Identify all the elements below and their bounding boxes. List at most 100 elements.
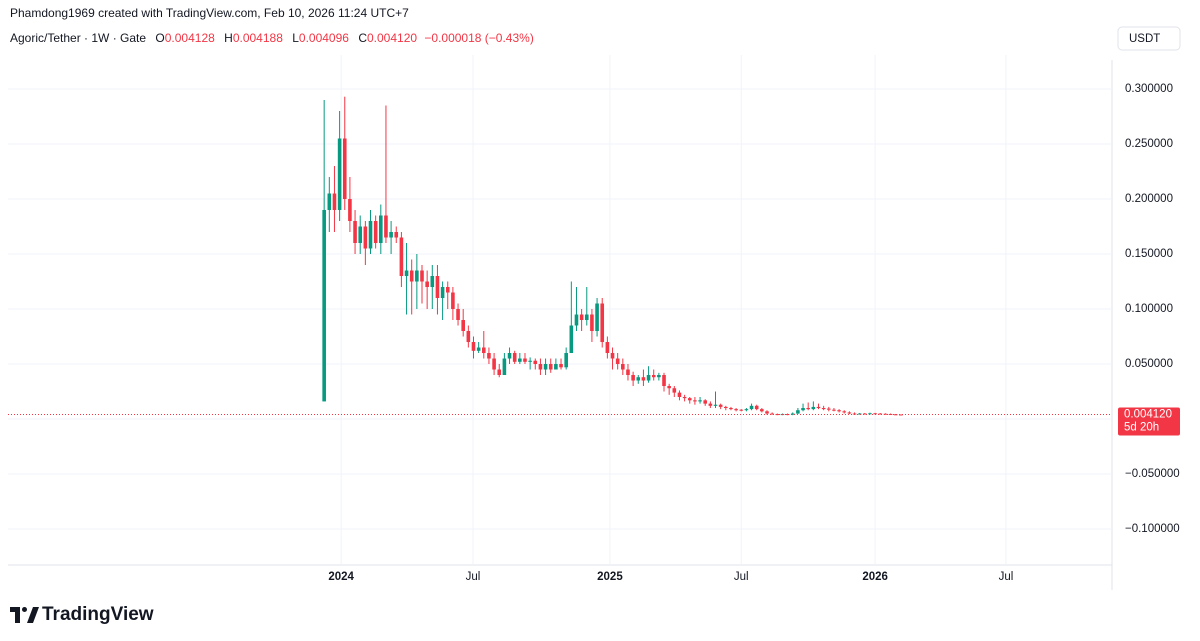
candle-body — [878, 413, 883, 415]
candle-body — [847, 412, 852, 414]
candle-body — [461, 320, 465, 332]
candle-body — [564, 353, 568, 368]
candle-body — [806, 408, 810, 410]
candle-body — [533, 360, 538, 365]
candle-body — [775, 414, 780, 416]
candle-body — [574, 314, 579, 326]
logo-text: TradingView — [42, 604, 154, 625]
candle-body — [502, 358, 507, 376]
candle-body — [379, 215, 383, 244]
high-value: 0.004188 — [232, 31, 283, 45]
candle-body — [471, 342, 476, 351]
candle-body — [528, 360, 532, 362]
candle-body — [724, 406, 728, 409]
credit: Phamdong1969 created with TradingView.co… — [10, 6, 409, 20]
x-tick-label: Jul — [466, 571, 481, 583]
candle-body — [425, 281, 429, 288]
y-tick-label: 0.050000 — [1125, 358, 1173, 370]
candle-body — [770, 413, 774, 415]
candle-body — [646, 375, 651, 381]
candle-body — [492, 358, 496, 370]
candle-body — [749, 405, 754, 410]
candle-body — [826, 408, 831, 410]
candle-body — [677, 392, 682, 398]
candle-body — [651, 375, 656, 378]
candle-body — [394, 232, 399, 238]
candle-body — [409, 270, 414, 282]
candle-body — [739, 409, 744, 411]
candle-body — [801, 408, 805, 411]
candle-body — [384, 215, 388, 238]
candle-body — [466, 331, 471, 343]
candle-body — [373, 221, 378, 244]
candle-body — [626, 369, 630, 376]
candle-body — [579, 314, 584, 321]
candle-body — [868, 413, 872, 415]
open-label: O — [155, 31, 165, 45]
countdown: 5d 20h — [1124, 422, 1159, 434]
currency-label[interactable]: USDT — [1129, 33, 1160, 45]
y-tick-label: 0.200000 — [1125, 193, 1173, 205]
candle-body — [636, 377, 641, 381]
candle-body — [518, 358, 522, 362]
candle-body — [718, 404, 723, 407]
candle-body — [584, 314, 589, 321]
currency-box[interactable] — [1117, 26, 1181, 51]
candle-body — [435, 276, 440, 299]
candle-body — [883, 413, 888, 415]
candle-body — [790, 413, 795, 415]
candle-body — [610, 353, 615, 359]
candle-body — [389, 232, 393, 238]
candle-body — [322, 210, 326, 402]
candle-body — [476, 347, 481, 351]
candle-body — [698, 400, 702, 402]
candle-body — [342, 138, 347, 200]
price-tag — [1118, 407, 1180, 436]
candle-body — [569, 325, 574, 354]
logo: TradingView — [10, 604, 154, 625]
candle-body — [713, 404, 718, 406]
close-value: 0.004120 — [366, 31, 418, 45]
candle-body — [404, 270, 409, 277]
candle-body — [363, 226, 368, 249]
candle-body — [832, 409, 836, 411]
candle-body — [657, 375, 661, 378]
candle-body — [842, 411, 847, 413]
candle-body — [873, 413, 877, 415]
x-tick-label: 2024 — [328, 571, 354, 583]
high-label: H — [224, 31, 233, 45]
candle-body — [507, 353, 512, 359]
candle-body — [559, 364, 563, 368]
candle-body — [481, 347, 486, 354]
candle-body — [744, 409, 749, 411]
candle-body — [440, 287, 445, 299]
candle-body — [703, 400, 708, 404]
candle-body — [399, 237, 404, 277]
candle-body — [816, 406, 821, 409]
candle-body — [348, 199, 352, 222]
candle-body — [600, 303, 605, 343]
candle-body — [811, 406, 816, 410]
candle-body — [631, 375, 635, 381]
candle-body — [621, 364, 625, 370]
change: −0.000018 (−0.43%) — [424, 31, 534, 45]
candle-body — [590, 314, 594, 332]
x-tick-label: Jul — [734, 571, 749, 583]
candle-body — [662, 375, 666, 387]
candle-body — [857, 413, 862, 415]
close-label: C — [358, 31, 367, 45]
candle-body — [456, 309, 460, 321]
candle-body — [682, 397, 687, 399]
candle-body — [893, 414, 898, 416]
candle-body — [337, 138, 342, 211]
candle-body — [487, 353, 491, 359]
candle-body — [548, 364, 553, 370]
candle-body — [332, 193, 337, 211]
y-tick-label: −0.100000 — [1125, 523, 1180, 535]
candle-body — [368, 221, 373, 249]
x-tick-label: 2026 — [862, 571, 888, 583]
x-tick-label: 2025 — [597, 571, 623, 583]
candle-body — [415, 270, 419, 282]
y-tick-label: 0.250000 — [1125, 138, 1173, 150]
candle-body — [754, 405, 759, 410]
